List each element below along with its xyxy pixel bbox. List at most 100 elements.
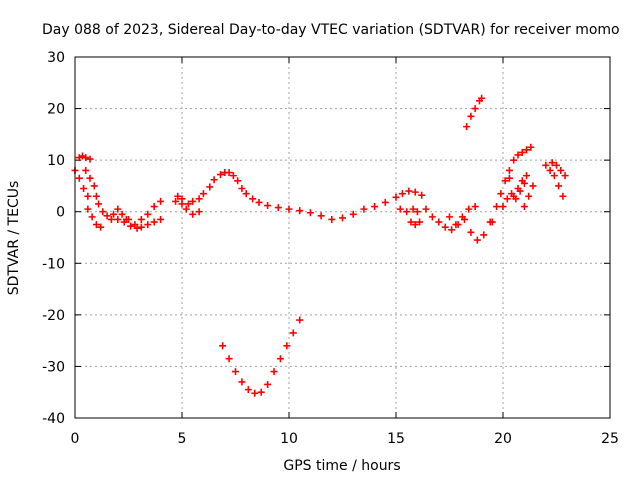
series-seg-u — [542, 161, 567, 200]
series-seg-o — [488, 174, 513, 226]
y-tick-label: -10 — [42, 256, 65, 272]
data-point — [497, 190, 505, 198]
data-point — [463, 123, 471, 131]
data-point — [529, 182, 537, 190]
data-point — [137, 215, 145, 223]
data-point — [398, 190, 406, 198]
data-point — [546, 166, 554, 174]
data-point — [510, 156, 518, 164]
series-seg-n — [463, 94, 486, 131]
data-point — [114, 205, 122, 213]
x-tick-label: 5 — [178, 431, 187, 447]
data-point — [189, 210, 197, 218]
data-point — [144, 221, 152, 229]
data-point — [480, 231, 488, 239]
data-point — [452, 221, 460, 229]
x-tick-label: 15 — [387, 431, 405, 447]
data-point — [516, 187, 524, 195]
data-point — [242, 190, 250, 198]
grid — [75, 57, 610, 418]
x-tick-label: 10 — [280, 431, 298, 447]
series-seg-s — [512, 179, 528, 203]
data-point — [403, 208, 411, 216]
data-point — [80, 185, 88, 193]
data-point — [84, 205, 92, 213]
data-point — [467, 228, 475, 236]
data-point — [493, 203, 501, 211]
series-seg-g — [172, 169, 426, 223]
data-point — [86, 155, 94, 163]
data-point — [157, 215, 165, 223]
data-point — [150, 203, 158, 211]
data-point — [520, 179, 528, 187]
data-point — [206, 183, 214, 191]
data-point — [86, 174, 94, 182]
x-axis-ticks: 0 5 10 15 20 25 — [71, 57, 619, 447]
data-point — [125, 215, 132, 223]
data-point — [503, 195, 511, 203]
series-seg-e — [110, 205, 130, 223]
data-point — [296, 316, 304, 324]
data-point — [157, 197, 165, 205]
data-point — [446, 213, 453, 221]
data-point — [82, 154, 90, 162]
data-point — [478, 94, 486, 102]
data-point — [520, 203, 528, 211]
data-point — [97, 223, 105, 231]
data-point — [501, 177, 509, 185]
data-point — [172, 197, 180, 205]
data-point — [392, 193, 400, 201]
data-point — [550, 172, 558, 180]
data-point — [110, 210, 118, 218]
data-point — [232, 368, 239, 376]
data-point — [274, 204, 282, 212]
data-point — [296, 207, 304, 215]
plot-frame — [74, 56, 611, 419]
data-point — [184, 200, 192, 208]
y-tick-label: 20 — [47, 102, 65, 118]
data-point — [238, 378, 246, 386]
series-seg-b — [75, 152, 94, 163]
data-point — [561, 172, 569, 180]
data-point — [465, 205, 473, 213]
data-point — [249, 195, 257, 203]
y-tick-label: 10 — [47, 153, 65, 169]
data-point — [306, 209, 314, 217]
data-point — [471, 203, 479, 211]
data-point — [225, 355, 233, 363]
data-point — [360, 205, 368, 213]
data-point — [234, 177, 242, 185]
series-seg-h — [174, 192, 203, 218]
data-point — [471, 105, 479, 113]
x-tick-label: 20 — [494, 431, 512, 447]
data-point — [488, 218, 496, 226]
data-point — [144, 210, 152, 218]
series-seg-i — [219, 316, 304, 397]
data-point — [174, 192, 182, 200]
series-seg-a — [71, 166, 92, 200]
data-point — [548, 159, 556, 167]
y-tick-label: -30 — [42, 359, 65, 375]
data-point — [238, 185, 246, 193]
series-seg-v — [548, 159, 569, 180]
data-point — [285, 205, 293, 213]
data-point — [448, 226, 456, 234]
data-series — [71, 94, 569, 397]
data-point — [339, 214, 346, 222]
data-point — [527, 143, 535, 151]
data-point — [178, 195, 186, 203]
data-point — [317, 212, 325, 220]
data-point — [264, 380, 272, 388]
chart-title: Day 088 of 2023, Sidereal Day-to-day VTE… — [42, 22, 620, 38]
data-point — [467, 112, 475, 120]
data-point — [182, 205, 190, 213]
data-point — [84, 192, 92, 200]
data-point — [283, 342, 291, 350]
data-point — [328, 215, 336, 223]
data-point — [407, 218, 415, 226]
series-seg-m — [446, 203, 479, 229]
y-tick-label: -20 — [42, 308, 65, 324]
data-point — [435, 218, 443, 226]
data-point — [411, 221, 419, 229]
x-tick-label: 25 — [601, 431, 619, 447]
